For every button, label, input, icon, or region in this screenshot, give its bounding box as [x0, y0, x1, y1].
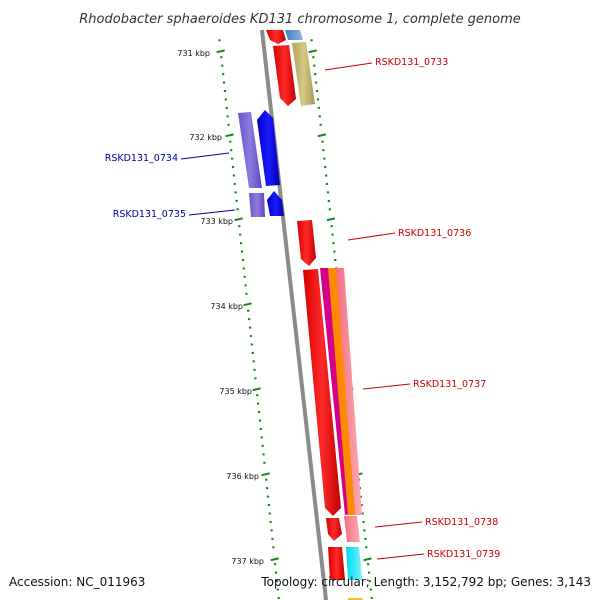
- leader-0733: [324, 62, 373, 71]
- kbp-label-737: 737 kbp: [231, 557, 264, 566]
- kbp-labels: 731 kbp 732 kbp 733 kbp 734 kbp 735 kbp …: [177, 49, 264, 566]
- leader-0735: [188, 209, 236, 216]
- leader-0739: [376, 553, 425, 560]
- gene-block-0734-purple[interactable]: [238, 112, 262, 188]
- topology-text: Topology: circular; Length: 3,152,792 bp…: [260, 575, 591, 589]
- kbp-label-731: 731 kbp: [177, 49, 210, 58]
- kbp-label-734: 734 kbp: [210, 302, 243, 311]
- leader-0737: [362, 383, 411, 390]
- gene-arrow-0734-blue[interactable]: [257, 110, 280, 186]
- kbp-label-732: 732 kbp: [189, 133, 222, 142]
- right-major-ruler-tick: [363, 557, 372, 562]
- gene-labels: RSKD131_0733 RSKD131_0734 RSKD131_0735 R…: [105, 57, 501, 560]
- gene-label-0737[interactable]: RSKD131_0737: [413, 379, 486, 390]
- gene-arrow-0733-red[interactable]: [273, 45, 296, 106]
- gene-label-0739[interactable]: RSKD131_0739: [427, 549, 500, 560]
- gene-arrow-0738-red[interactable]: [326, 518, 342, 541]
- kbp-label-736: 736 kbp: [226, 472, 259, 481]
- kbp-label-733: 733 kbp: [200, 217, 233, 226]
- leader-0736: [347, 232, 396, 241]
- leader-lines: [180, 62, 425, 560]
- forward-genes: [266, 30, 363, 600]
- map-title: Rhodobacter sphaeroides KD131 chromosome…: [79, 12, 520, 27]
- left-major-ruler-tick: [270, 557, 279, 562]
- gene-block-0737-pink[interactable]: [336, 268, 362, 515]
- accession-text: Accession: NC_011963: [9, 575, 145, 589]
- gene-label-0735[interactable]: RSKD131_0735: [113, 209, 186, 220]
- left-major-ruler-tick: [243, 302, 252, 307]
- gene-arrow-top-red[interactable]: [266, 30, 286, 44]
- left-major-ruler-tick: [225, 133, 234, 138]
- gene-block-0737-orange[interactable]: [328, 268, 355, 515]
- gene-label-0734[interactable]: RSKD131_0734: [105, 153, 178, 164]
- right-major-ruler-tick: [317, 133, 327, 138]
- left-major-ruler-tick: [252, 387, 261, 392]
- gene-block-top-steel[interactable]: [285, 30, 303, 40]
- gene-label-0738[interactable]: RSKD131_0738: [425, 517, 498, 528]
- gene-block-0738-pink[interactable]: [344, 516, 360, 542]
- kbp-label-735: 735 kbp: [219, 387, 252, 396]
- left-major-ruler-tick: [261, 472, 270, 477]
- left-major-ruler-tick: [216, 49, 225, 54]
- right-major-ruler-tick: [308, 49, 317, 54]
- gene-arrow-0736[interactable]: [297, 220, 316, 266]
- gene-label-0736[interactable]: RSKD131_0736: [398, 228, 471, 239]
- leader-0734: [180, 152, 230, 160]
- right-major-ruler-tick: [326, 217, 336, 222]
- gene-label-0733[interactable]: RSKD131_0733: [375, 57, 448, 68]
- leader-0738: [374, 521, 423, 528]
- gene-arrow-0737-red[interactable]: [303, 269, 341, 516]
- reverse-genes: [238, 110, 284, 217]
- gene-arrow-0735-blue[interactable]: [267, 191, 284, 216]
- gene-block-0739-red[interactable]: [328, 547, 345, 580]
- gene-block-0739-cyan[interactable]: [346, 547, 362, 580]
- gene-block-0735-purple[interactable]: [249, 193, 265, 217]
- gene-block-0733-olive[interactable]: [292, 42, 315, 106]
- left-major-ruler-tick: [234, 217, 243, 222]
